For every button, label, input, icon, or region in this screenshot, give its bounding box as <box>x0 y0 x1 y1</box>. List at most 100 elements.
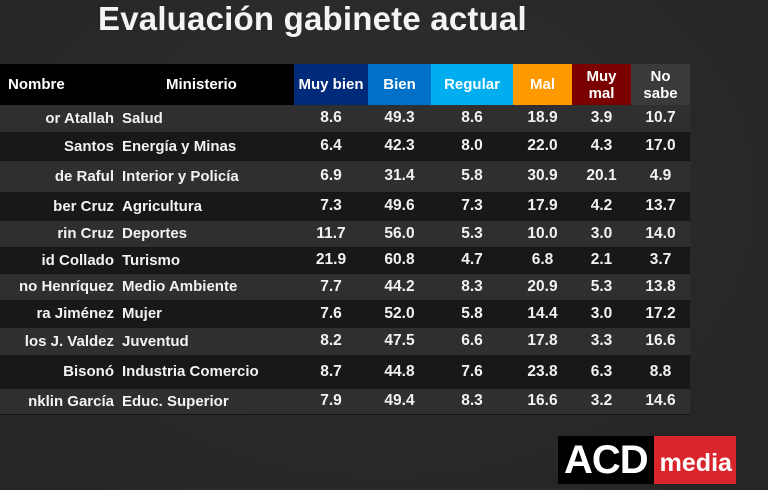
cell-no-sabe: 4.9 <box>631 160 690 193</box>
cell-muy-mal: 5.3 <box>572 273 631 301</box>
cell-nombre: rin Cruz <box>0 220 114 248</box>
cell-ministerio: Agricultura <box>114 192 294 221</box>
cell-bien: 31.4 <box>368 160 431 193</box>
cell-ministerio: Salud <box>114 105 294 133</box>
cell-no-sabe: 14.6 <box>631 388 690 415</box>
cell-regular: 8.0 <box>431 132 513 161</box>
cell-bien: 49.3 <box>368 105 431 133</box>
cell-bien: 47.5 <box>368 327 431 356</box>
cell-bien: 44.8 <box>368 355 431 389</box>
cell-no-sabe: 16.6 <box>631 327 690 356</box>
header-mal: Mal <box>513 64 572 105</box>
cell-muy-mal: 3.3 <box>572 327 631 356</box>
cell-bien: 52.0 <box>368 300 431 328</box>
cell-regular: 5.8 <box>431 160 513 193</box>
table-row: ra Jiménez Mujer 7.6 52.0 5.8 14.4 3.0 1… <box>0 300 690 328</box>
cell-muy-bien: 21.9 <box>294 247 368 274</box>
cell-muy-mal: 3.0 <box>572 220 631 248</box>
header-muy-mal: Muy mal <box>572 64 631 105</box>
cell-mal: 16.6 <box>513 388 572 415</box>
cell-muy-mal: 3.9 <box>572 105 631 133</box>
cell-muy-bien: 11.7 <box>294 220 368 248</box>
header-no-sabe: No sabe <box>631 64 690 105</box>
header-regular: Regular <box>431 64 513 105</box>
cell-ministerio: Energía y Minas <box>114 132 294 161</box>
cell-bien: 49.6 <box>368 192 431 221</box>
cell-muy-bien: 7.6 <box>294 300 368 328</box>
cell-nombre: ber Cruz <box>0 192 114 221</box>
table-row: Santos Energía y Minas 6.4 42.3 8.0 22.0… <box>0 132 690 161</box>
header-muy-mal-line2: mal <box>588 84 615 102</box>
cell-regular: 8.3 <box>431 273 513 301</box>
header-row: Nombre Ministerio Muy bien Bien Regular … <box>0 64 690 105</box>
cell-regular: 8.6 <box>431 105 513 133</box>
page-title: Evaluación gabinete actual <box>98 0 527 37</box>
cell-regular: 5.3 <box>431 220 513 248</box>
table-row: Bisonó Industria Comercio 8.7 44.8 7.6 2… <box>0 355 690 389</box>
cell-muy-bien: 6.9 <box>294 160 368 193</box>
header-nombre: Nombre <box>0 64 114 105</box>
cell-mal: 17.8 <box>513 327 572 356</box>
cell-nombre: ra Jiménez <box>0 300 114 328</box>
cell-nombre: Santos <box>0 132 114 161</box>
cell-muy-mal: 6.3 <box>572 355 631 389</box>
cell-mal: 22.0 <box>513 132 572 161</box>
cell-nombre: Bisonó <box>0 355 114 389</box>
cell-muy-bien: 7.7 <box>294 273 368 301</box>
cell-no-sabe: 17.2 <box>631 300 690 328</box>
header-bien: Bien <box>368 64 431 105</box>
cell-muy-bien: 7.9 <box>294 388 368 415</box>
table-row: de Raful Interior y Policía 6.9 31.4 5.8… <box>0 160 690 193</box>
table-row: no Henríquez Medio Ambiente 7.7 44.2 8.3… <box>0 273 690 301</box>
cell-ministerio: Interior y Policía <box>114 160 294 193</box>
cell-no-sabe: 10.7 <box>631 105 690 133</box>
acd-media-logo: ACD media <box>558 436 736 484</box>
cell-bien: 44.2 <box>368 273 431 301</box>
cell-muy-mal: 3.2 <box>572 388 631 415</box>
cell-muy-mal: 3.0 <box>572 300 631 328</box>
cell-nombre: de Raful <box>0 160 114 193</box>
cell-bien: 56.0 <box>368 220 431 248</box>
cell-muy-bien: 6.4 <box>294 132 368 161</box>
cell-mal: 30.9 <box>513 160 572 193</box>
cabinet-evaluation-table: Nombre Ministerio Muy bien Bien Regular … <box>0 64 690 415</box>
table-row: id Collado Turismo 21.9 60.8 4.7 6.8 2.1… <box>0 247 690 274</box>
cell-regular: 7.6 <box>431 355 513 389</box>
cell-mal: 23.8 <box>513 355 572 389</box>
cell-no-sabe: 8.8 <box>631 355 690 389</box>
cell-no-sabe: 13.8 <box>631 273 690 301</box>
cell-mal: 17.9 <box>513 192 572 221</box>
table-row: ber Cruz Agricultura 7.3 49.6 7.3 17.9 4… <box>0 192 690 221</box>
cell-no-sabe: 3.7 <box>631 247 690 274</box>
table-row: los J. Valdez Juventud 8.2 47.5 6.6 17.8… <box>0 327 690 356</box>
cell-bien: 49.4 <box>368 388 431 415</box>
cell-no-sabe: 13.7 <box>631 192 690 221</box>
header-no-sabe-line2: sabe <box>643 84 678 102</box>
header-muy-bien: Muy bien <box>294 64 368 105</box>
cell-muy-mal: 20.1 <box>572 160 631 193</box>
cell-muy-bien: 8.2 <box>294 327 368 356</box>
cell-ministerio: Deportes <box>114 220 294 248</box>
cell-regular: 8.3 <box>431 388 513 415</box>
cell-regular: 7.3 <box>431 192 513 221</box>
logo-media-text: media <box>653 436 736 484</box>
cell-ministerio: Medio Ambiente <box>114 273 294 301</box>
cell-regular: 6.6 <box>431 327 513 356</box>
cell-no-sabe: 14.0 <box>631 220 690 248</box>
cell-muy-mal: 2.1 <box>572 247 631 274</box>
cell-regular: 4.7 <box>431 247 513 274</box>
cell-nombre: id Collado <box>0 247 114 274</box>
cell-mal: 20.9 <box>513 273 572 301</box>
cell-ministerio: Educ. Superior <box>114 388 294 415</box>
cell-ministerio: Turismo <box>114 247 294 274</box>
header-no-sabe-line1: No <box>650 67 671 85</box>
cell-no-sabe: 17.0 <box>631 132 690 161</box>
header-ministerio: Ministerio <box>114 64 294 105</box>
cell-ministerio: Juventud <box>114 327 294 356</box>
cell-muy-bien: 7.3 <box>294 192 368 221</box>
cell-nombre: or Atallah <box>0 105 114 133</box>
cell-nombre: los J. Valdez <box>0 327 114 356</box>
table-row: nklin García Educ. Superior 7.9 49.4 8.3… <box>0 388 690 415</box>
cell-mal: 10.0 <box>513 220 572 248</box>
cell-mal: 14.4 <box>513 300 572 328</box>
